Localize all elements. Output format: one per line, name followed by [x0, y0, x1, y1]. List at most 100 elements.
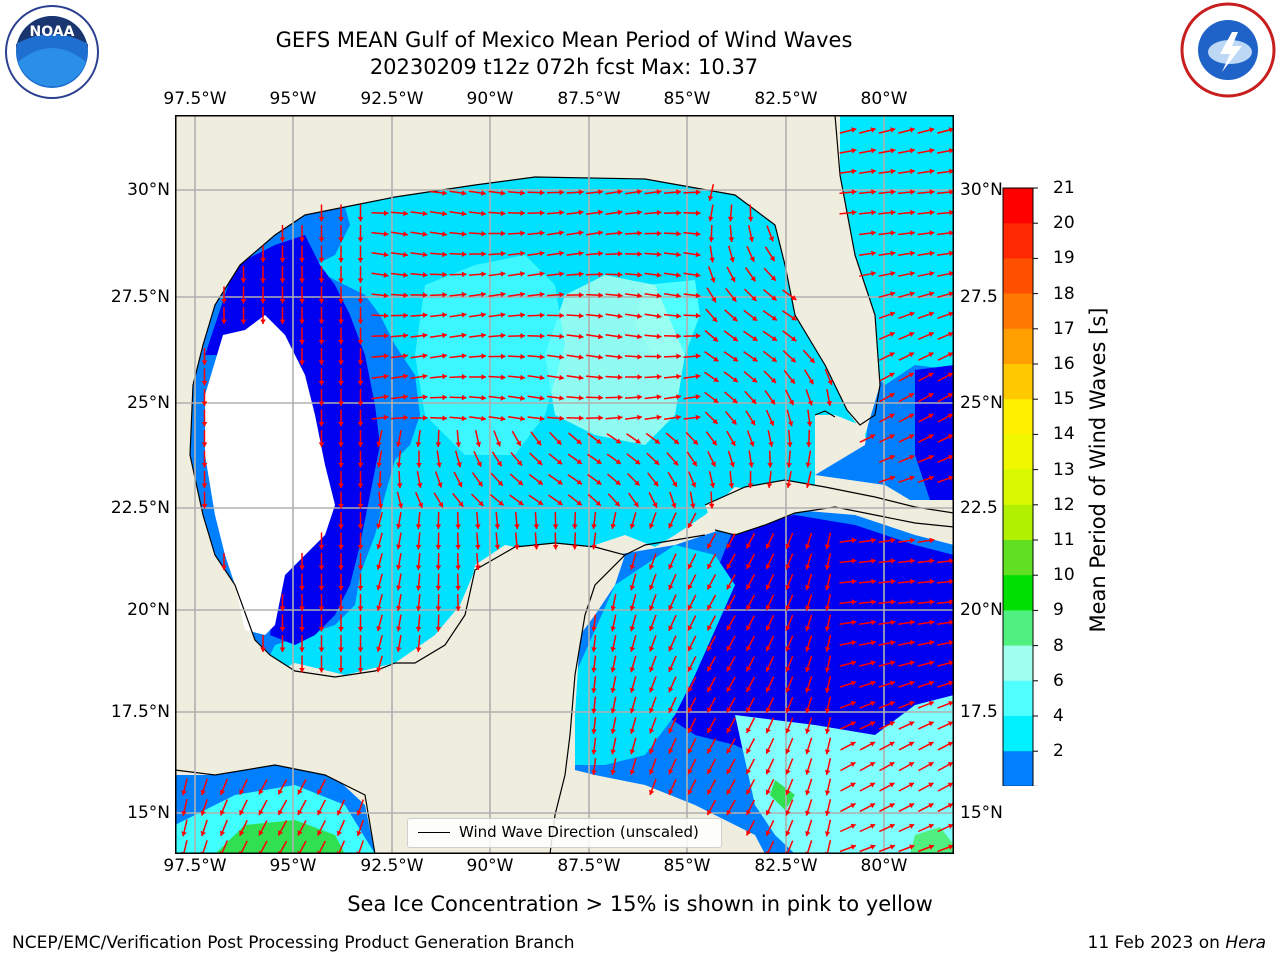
wind-wave-arrow-head [708, 216, 714, 222]
colorbar-tick-label: 11 [1053, 530, 1075, 550]
lat-tick-right: 25°N [960, 393, 1003, 413]
wind-wave-arrow-head [908, 803, 915, 809]
wind-wave-arrow-head [687, 768, 693, 775]
wind-wave-arrow-head [695, 189, 701, 196]
wind-wave-arrow-head [422, 353, 428, 359]
wind-wave-arrow-head [318, 401, 325, 406]
wind-wave-arrow-head [889, 393, 895, 398]
wind-wave-arrow-head [676, 414, 681, 421]
wind-wave-arrow-head [653, 480, 659, 487]
wind-wave-arrow-head [726, 645, 732, 651]
wind-wave-arrow-head [731, 296, 737, 302]
wind-wave-arrow-head [396, 605, 402, 611]
wind-wave-arrow-head [687, 707, 693, 713]
chart-subtitle: 20230209 t12z 072h fcst Max: 10.37 [369, 55, 759, 79]
wind-wave-arrow-head [442, 353, 447, 359]
wind-wave-arrow-head [928, 782, 934, 788]
wind-wave-arrow-head [383, 394, 389, 400]
wind-wave-arrow-head [476, 461, 482, 467]
wind-wave-arrow-head [805, 810, 811, 816]
wind-wave-arrow-head [415, 524, 422, 529]
wind-wave-arrow-head [617, 354, 623, 360]
wind-wave-arrow-head [377, 503, 384, 509]
wind-wave-arrow-head [318, 422, 325, 427]
noaa-logo: NOAA [4, 4, 100, 100]
wind-wave-arrow-head [805, 585, 811, 591]
wind-wave-arrow-head [415, 606, 422, 611]
wind-wave-arrow-head [928, 413, 934, 419]
wind-wave-arrow-head [765, 563, 771, 570]
wind-wave-arrow-head [890, 168, 896, 175]
wind-wave-arrow-head [520, 291, 525, 298]
gridlines [175, 115, 954, 854]
wind-wave-arrow-head [299, 237, 305, 242]
wind-wave-arrow-head [383, 373, 389, 380]
wind-wave-arrow-head [687, 666, 693, 672]
wind-wave-arrow-head [649, 625, 655, 631]
wind-wave-arrow-head [422, 332, 428, 339]
wind-wave-arrow-head [383, 272, 389, 278]
wind-wave-arrow-head [338, 483, 344, 488]
wind-wave-arrow-head [713, 397, 719, 403]
wind-wave-arrow-head [731, 419, 737, 425]
wind-wave-arrow-head [787, 442, 793, 447]
wind-wave-arrow-head [948, 823, 954, 829]
wind-wave-arrow-head [533, 524, 540, 529]
wind-wave-arrow-head [435, 544, 442, 550]
wind-wave-arrow-head [712, 336, 718, 342]
wind-wave-arrow-head [785, 543, 791, 549]
wind-wave-arrow-head [824, 646, 831, 652]
wind-wave-arrow-head [617, 292, 623, 299]
wind-wave-arrow-head [377, 483, 383, 488]
wind-wave-arrow-head [318, 442, 325, 447]
wind-wave-arrow-head [710, 277, 716, 283]
wind-wave-arrow-head [668, 728, 674, 734]
wind-wave-arrow-head [672, 481, 677, 487]
wind-wave-arrow-head [695, 373, 701, 380]
wind-wave-arrow-head [850, 700, 856, 707]
wind-wave-arrow-head [520, 415, 525, 422]
wind-wave-arrow-head [668, 605, 674, 611]
wind-wave-arrow-head [726, 543, 732, 549]
wind-wave-arrow-head [728, 483, 735, 488]
wind-wave-arrow-head [629, 728, 636, 734]
wind-wave-arrow-head [629, 687, 636, 693]
lat-tick-left: 15°N [127, 803, 170, 823]
wind-wave-arrow-head [403, 414, 408, 421]
wind-wave-arrow-head [789, 378, 795, 384]
wind-wave-arrow-head [617, 271, 623, 278]
wind-wave-arrow-head [889, 803, 895, 809]
lon-tick-top: 95°W [269, 89, 317, 109]
footer-host: Hera [1225, 933, 1266, 953]
wind-wave-arrow-head [201, 360, 208, 365]
wind-wave-arrow-head [656, 414, 662, 421]
wind-wave-arrow-head [598, 230, 603, 236]
wind-wave-arrow-head [557, 479, 563, 485]
wind-wave-arrow-head [475, 441, 482, 447]
wind-wave-arrow-head [403, 373, 408, 380]
wind-wave-arrow-head [687, 584, 693, 590]
wind-wave-arrow-head [726, 563, 732, 569]
wind-wave-arrow-head [869, 803, 876, 809]
wind-wave-arrow-head [948, 454, 954, 460]
wind-wave-arrow-head [357, 381, 364, 386]
wind-wave-arrow-head [376, 605, 382, 611]
wind-wave-arrow-head [637, 230, 642, 236]
wind-wave-arrow-head [785, 789, 791, 795]
wind-wave-arrow-head [576, 500, 582, 506]
colorbar-tick-label: 9 [1053, 600, 1064, 621]
wind-wave-arrow-head [279, 627, 286, 632]
wind-wave-arrow-head [824, 831, 831, 837]
colorbar-segment [1003, 575, 1033, 611]
wind-wave-arrow-head [539, 395, 545, 401]
wind-wave-arrow-head [707, 666, 713, 672]
wind-wave-arrow-head [260, 278, 266, 283]
wind-wave-arrow-head [909, 270, 915, 277]
wind-wave-arrow-head [851, 578, 857, 585]
colorbar-tick-label: 10 [1053, 565, 1075, 586]
wind-wave-arrow-head [909, 680, 915, 686]
wind-wave-arrow-head [765, 789, 771, 795]
wind-wave-arrow-head [889, 331, 895, 337]
wind-wave-arrow-head [201, 504, 208, 509]
wind-wave-arrow-head [598, 415, 603, 421]
